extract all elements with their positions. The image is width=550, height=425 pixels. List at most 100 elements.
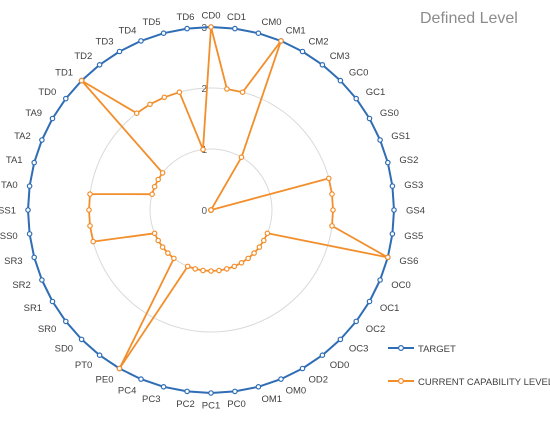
series-point-1: [208, 268, 214, 274]
category-label: TD4: [118, 25, 136, 36]
series-point-1: [176, 89, 183, 96]
series-point-1: [149, 191, 155, 198]
series-point-1: [116, 365, 123, 372]
category-label: GC0: [349, 68, 369, 79]
series-point-1: [260, 237, 267, 244]
category-label: PC4: [118, 386, 136, 397]
series-point-0: [391, 207, 397, 213]
category-label: CM2: [309, 37, 329, 48]
series-point-0: [26, 183, 33, 189]
category-label: GS1: [391, 131, 410, 142]
category-label: SD0: [55, 343, 73, 354]
series-point-1: [208, 207, 214, 213]
series-point-0: [39, 277, 45, 283]
radial-tick-label: 2: [201, 84, 207, 95]
category-label: CM0: [262, 17, 282, 28]
series-point-0: [353, 318, 360, 325]
series-point-1: [151, 230, 158, 237]
series-point-1: [159, 244, 166, 250]
category-label: TD5: [143, 17, 161, 28]
series-point-1: [329, 223, 335, 229]
series-point-0: [96, 352, 103, 359]
legend-swatch-marker: [398, 378, 405, 385]
series-point-1: [238, 259, 245, 266]
series-point-1: [90, 238, 97, 245]
category-label: PT0: [75, 360, 92, 371]
series-point-1: [264, 230, 271, 237]
series-point-0: [31, 254, 38, 261]
series-point-0: [377, 137, 383, 143]
series-point-1: [200, 146, 206, 153]
category-label: TD1: [55, 68, 73, 79]
category-label: CD0: [201, 11, 220, 22]
radial-tick-label: 3: [201, 23, 207, 34]
category-label: SS0: [0, 231, 18, 242]
category-label: CD1: [227, 12, 246, 23]
series-point-1: [155, 176, 162, 183]
category-label: OM1: [262, 394, 283, 405]
category-label: SR0: [38, 324, 56, 335]
series-point-1: [224, 86, 230, 92]
series-point-0: [384, 159, 391, 166]
series-point-1: [200, 267, 206, 274]
series-point-0: [208, 390, 214, 396]
series-point-1: [238, 154, 245, 161]
series-point-1: [256, 244, 263, 250]
category-label: GS4: [406, 206, 425, 217]
series-point-0: [389, 183, 396, 189]
legend-label: TARGET: [418, 344, 456, 355]
category-label: SR1: [24, 303, 42, 314]
series-point-1: [278, 38, 284, 44]
series-point-0: [49, 115, 56, 122]
category-label: TA1: [6, 155, 23, 166]
category-label: GS2: [399, 155, 418, 166]
series-point-0: [31, 159, 38, 166]
series-point-0: [278, 376, 284, 382]
series-point-0: [232, 25, 238, 32]
series-point-1: [87, 191, 93, 197]
series-point-1: [231, 263, 238, 270]
category-label: OD2: [309, 374, 329, 385]
category-label: TD3: [96, 37, 114, 48]
category-label: OC0: [391, 280, 411, 291]
series-point-1: [87, 223, 93, 229]
chart-title: Defined Level: [420, 10, 518, 27]
series-point-0: [160, 383, 167, 390]
series-point-1: [251, 250, 257, 256]
series-point-1: [155, 237, 162, 244]
series-point-0: [184, 388, 190, 395]
series-point-0: [366, 115, 373, 122]
series-point-1: [147, 101, 153, 108]
category-label: SR3: [4, 256, 22, 267]
series-point-1: [159, 170, 166, 176]
series-point-1: [216, 267, 222, 274]
series-point-0: [319, 62, 326, 68]
series-point-0: [299, 48, 306, 55]
category-label: OC2: [366, 324, 386, 335]
series-point-1: [329, 191, 335, 197]
category-label: PE0: [96, 374, 114, 385]
series-point-1: [384, 254, 391, 261]
series-point-0: [255, 383, 262, 390]
series-point-0: [232, 388, 238, 395]
radial-tick-label: 0: [201, 206, 207, 217]
series-point-1: [184, 263, 191, 270]
series-point-0: [337, 336, 344, 343]
series-point-0: [26, 231, 33, 237]
category-label: SR2: [12, 280, 30, 291]
series-point-0: [116, 48, 123, 55]
series-point-0: [49, 298, 56, 305]
series-point-0: [377, 277, 383, 283]
category-label: GS0: [380, 108, 399, 119]
category-label: TD0: [38, 87, 56, 98]
series-point-1: [86, 207, 92, 213]
category-label: PC2: [176, 399, 194, 410]
series-point-0: [63, 318, 69, 325]
series-point-0: [39, 137, 45, 143]
series-point-0: [138, 376, 144, 382]
category-label: OC3: [349, 343, 369, 354]
series-point-0: [337, 77, 344, 84]
series-point-0: [255, 30, 262, 37]
category-label: SS1: [0, 206, 16, 217]
category-label: PC0: [227, 399, 245, 410]
